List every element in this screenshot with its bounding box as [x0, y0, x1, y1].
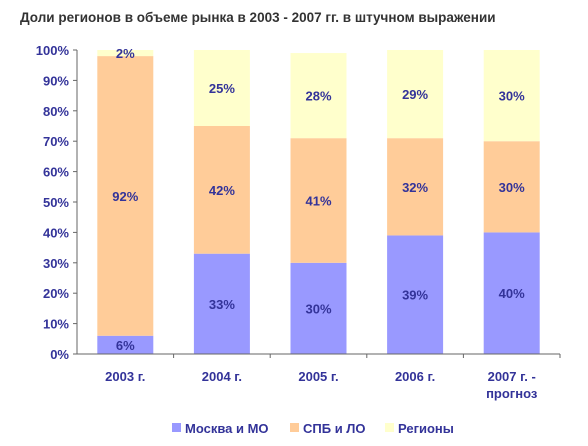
y-tick-label: 100%: [36, 43, 70, 58]
chart-title: Доли регионов в объеме рынка в 2003 - 20…: [20, 10, 496, 25]
y-tick-label: 0%: [50, 347, 69, 362]
x-tick-label: 2003 г.: [105, 369, 145, 384]
data-label: 33%: [209, 297, 235, 312]
x-tick-label: 2005 г.: [298, 369, 338, 384]
bar-segment: [97, 50, 154, 57]
x-tick-label: 2006 г.: [395, 369, 435, 384]
y-tick-label: 60%: [43, 165, 69, 180]
data-label: 30%: [499, 89, 525, 104]
data-label: 30%: [499, 180, 525, 195]
bar-segment: [193, 126, 250, 254]
data-label: 6%: [116, 338, 135, 353]
legend-swatch: [385, 423, 394, 432]
data-label: 29%: [402, 87, 428, 102]
bar-segment: [387, 50, 444, 139]
legend-label: СПБ и ЛО: [303, 421, 366, 436]
bar-segment: [483, 141, 540, 233]
y-tick-label: 20%: [43, 286, 69, 301]
bar-segment: [97, 335, 154, 354]
legend-label: Москва и МО: [185, 421, 269, 436]
legend-swatch: [290, 423, 299, 432]
bar-segment: [387, 138, 444, 236]
x-tick-label: 2007 г. -: [488, 369, 536, 384]
bar-segment: [387, 235, 444, 354]
bar-segment: [97, 56, 154, 336]
x-tick-label: прогноз: [486, 386, 538, 401]
y-tick-label: 40%: [43, 225, 69, 240]
data-label: 32%: [402, 180, 428, 195]
bar-segment: [483, 50, 540, 142]
y-tick-label: 10%: [43, 317, 69, 332]
bar-segment: [483, 232, 540, 354]
data-label: 41%: [305, 193, 331, 208]
data-label: 42%: [209, 183, 235, 198]
data-label: 40%: [499, 286, 525, 301]
y-tick-label: 90%: [43, 73, 69, 88]
y-tick-label: 70%: [43, 134, 69, 149]
bar-segment: [193, 253, 250, 354]
data-label: 2%: [116, 46, 135, 61]
data-label: 39%: [402, 288, 428, 303]
y-tick-label: 50%: [43, 195, 69, 210]
legend-swatch: [172, 423, 181, 432]
data-label: 92%: [112, 189, 138, 204]
bar-segment: [193, 50, 250, 126]
legend-label: Регионы: [398, 421, 454, 436]
data-label: 25%: [209, 81, 235, 96]
bar-segment: [290, 138, 347, 263]
plot-area: 0% 10% 20% 30% 40% 50% 60% 70% 80% 90% 100% 6% 92% 2%…: [36, 43, 561, 401]
data-label: 30%: [305, 301, 331, 316]
legend: Москва и МО СПБ и ЛО Регионы: [172, 421, 454, 436]
x-tick-label: 2004 г.: [202, 369, 242, 384]
y-tick-label: 30%: [43, 256, 69, 271]
bar-segment: [290, 262, 347, 354]
y-tick-label: 80%: [43, 104, 69, 119]
bar-segment: [290, 53, 347, 139]
data-label: 28%: [305, 89, 331, 104]
